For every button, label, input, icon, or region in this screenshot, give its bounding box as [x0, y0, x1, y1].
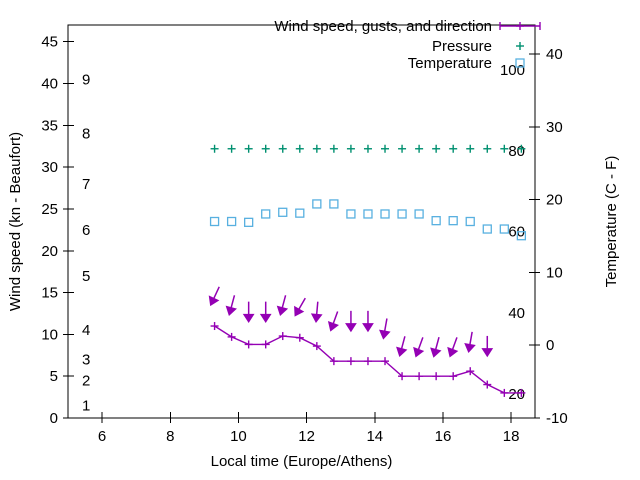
beaufort-label: 2	[82, 372, 90, 389]
temperature-point	[380, 209, 390, 219]
wind-direction-arrow	[481, 335, 494, 358]
beaufort-label: 8	[82, 126, 90, 143]
y2-axis-title: Temperature (C - F)	[603, 156, 620, 288]
wind-direction-arrow	[464, 331, 476, 353]
wind-direction-arrow	[310, 301, 323, 323]
wind-direction-arrow	[259, 301, 272, 324]
legend-sample-temperature	[515, 58, 525, 68]
beaufort-label: 3	[82, 351, 90, 368]
beaufort-label: 4	[82, 322, 90, 339]
y2-tick-label: 0	[546, 337, 554, 354]
temperature-point	[226, 216, 237, 227]
x-axis-title: Local time (Europe/Athens)	[211, 453, 393, 470]
legend-label-0: Wind speed, gusts, and direction	[274, 18, 492, 35]
wind-direction-arrow	[413, 337, 425, 358]
wind-direction-arrow	[379, 318, 391, 340]
temperature-point	[431, 216, 441, 226]
beaufort-label: 5	[82, 268, 90, 285]
beaufort-label: 7	[82, 176, 90, 193]
temperature-point	[278, 207, 288, 217]
x-tick-label: 12	[298, 428, 315, 445]
temperature-point	[363, 209, 373, 219]
wind-direction-arrow	[276, 295, 289, 316]
x-tick-label: 6	[98, 428, 106, 445]
legend-label-1: Pressure	[432, 38, 492, 55]
temperature-point	[295, 208, 305, 218]
y2-tick-label: 20	[546, 192, 563, 209]
wind-direction-arrow	[396, 336, 408, 357]
x-tick-label: 18	[503, 428, 520, 445]
y-tick-label: 45	[41, 34, 58, 51]
x-tick-label: 16	[435, 428, 452, 445]
x-tick-label: 10	[230, 428, 247, 445]
temperature-point	[312, 199, 322, 209]
beaufort-label: 9	[82, 71, 90, 88]
temperature-point	[414, 209, 424, 219]
beaufort-label: 1	[82, 397, 90, 414]
fahrenheit-label: 100	[500, 62, 525, 79]
wind-direction-arrow	[294, 297, 306, 317]
wind-direction-arrow	[225, 295, 237, 316]
temperature-point	[482, 224, 492, 234]
fahrenheit-label: 60	[508, 224, 525, 241]
y-tick-label: 5	[50, 368, 58, 385]
y-tick-label: 25	[41, 201, 58, 218]
y2-tick-label: -10	[546, 410, 568, 427]
fahrenheit-label: 20	[508, 386, 525, 403]
fahrenheit-label: 80	[508, 143, 525, 160]
y-tick-label: 10	[41, 326, 58, 343]
wind-direction-arrow	[345, 310, 357, 333]
wind-direction-arrow	[447, 337, 459, 358]
y-tick-label: 15	[41, 285, 58, 302]
temperature-point	[346, 209, 356, 219]
y-tick-label: 20	[41, 243, 58, 260]
y-tick-label: 35	[41, 117, 58, 134]
temperature-point	[448, 216, 458, 226]
y-tick-label: 0	[50, 410, 58, 427]
temperature-point	[209, 216, 220, 227]
wind-direction-arrow	[208, 286, 220, 307]
temperature-point	[465, 216, 475, 227]
wind-direction-arrow	[242, 301, 255, 324]
y2-tick-label: 30	[546, 119, 563, 136]
temperature-point	[261, 209, 271, 219]
temperature-point	[397, 209, 407, 219]
x-tick-label: 14	[366, 428, 383, 445]
wind-direction-arrow	[362, 310, 374, 333]
wind-direction-arrow	[430, 336, 442, 358]
wind-direction-arrow	[327, 311, 339, 332]
fahrenheit-label: 40	[508, 305, 525, 322]
y-tick-label: 40	[41, 76, 58, 93]
x-tick-label: 8	[166, 428, 174, 445]
y2-tick-label: 40	[546, 46, 563, 63]
y2-tick-label: 10	[546, 264, 563, 281]
temperature-point	[499, 224, 509, 234]
temperature-point	[329, 199, 339, 209]
legend-label-2: Temperature	[408, 55, 492, 72]
y-tick-label: 30	[41, 159, 58, 176]
beaufort-label: 6	[82, 222, 90, 239]
temperature-point	[516, 231, 527, 241]
y-axis-title: Wind speed (kn - Beaufort)	[7, 132, 24, 311]
plot-border	[67, 24, 536, 419]
temperature-point	[244, 217, 254, 227]
